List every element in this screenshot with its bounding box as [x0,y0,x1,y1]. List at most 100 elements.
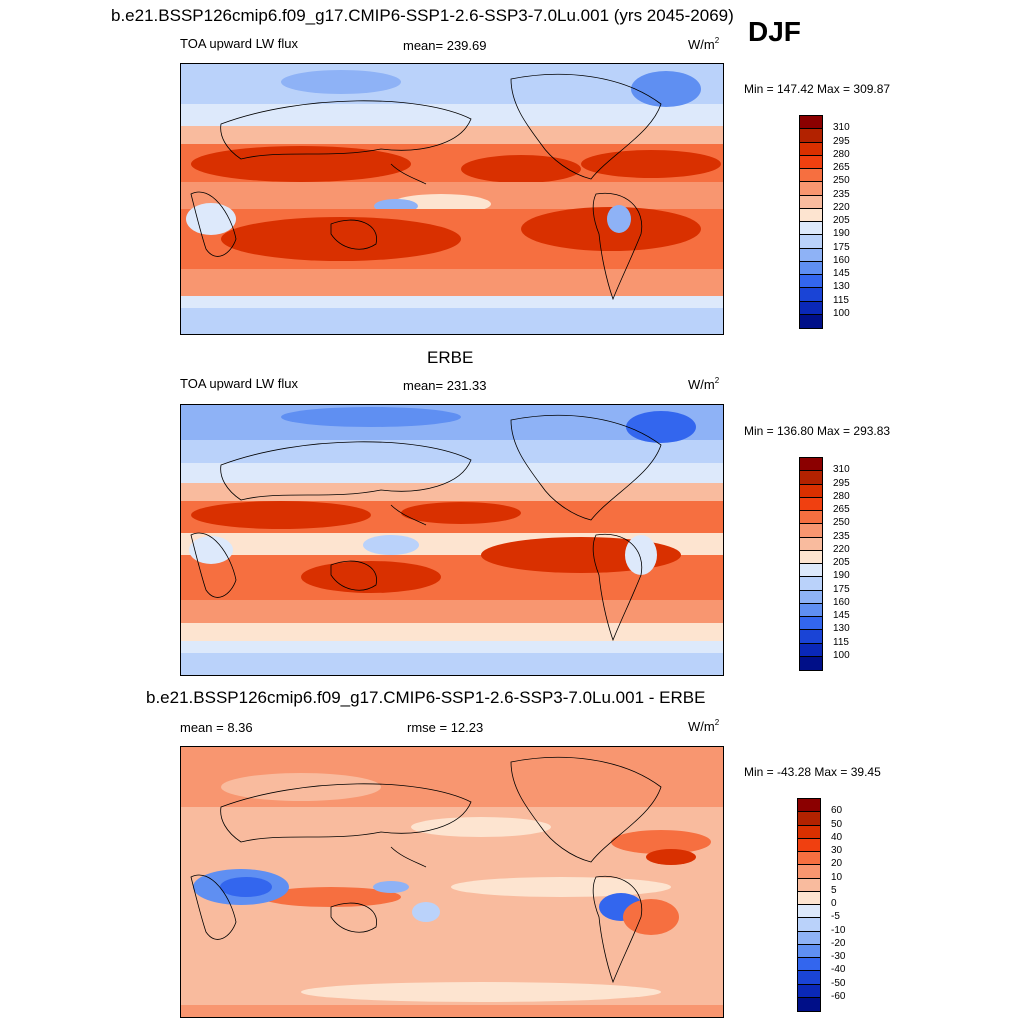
colorbar-tick-label: -50 [831,977,846,989]
colorbar-tick-label: -30 [831,951,846,962]
colorbar-box [798,852,820,866]
colorbar-tick-label: 115 [833,636,849,648]
main-title: b.e21.BSSP126cmip6.f09_g17.CMIP6-SSP1-2.… [111,6,734,25]
colorbar-tick-label: 20 [831,858,843,870]
colorbar-box [800,314,822,328]
colorbar-tick-label: -20 [831,937,846,949]
colorbar-tick-label: 130 [833,281,850,293]
colorbar-box [800,537,822,551]
panel1-units: W/m2 [688,36,720,52]
colorbar-box [800,288,822,302]
colorbar-box [798,865,820,879]
colorbar-box [800,195,822,209]
colorbar-box [800,458,822,472]
panel3-minmax: Min = -43.28 Max = 39.45 [744,765,881,779]
colorbar-box [798,944,820,958]
colorbar-box [800,524,822,538]
colorbar-tick-label: 190 [833,570,850,582]
colorbar-tick-label: 145 [833,610,850,621]
panel1-colorbar-ticks: 310 295 280 265 250 235 220 205 190 175 160 145 130 1… [833,115,873,329]
colorbar-box [800,248,822,262]
colorbar-tick-label: 30 [831,845,843,856]
colorbar-box [798,891,820,905]
panel2-minmax: Min = 136.80 Max = 293.83 [744,424,891,438]
colorbar-box [800,577,822,591]
panel1-variable-label: TOA upward LW flux [180,36,299,51]
colorbar-box [800,169,822,183]
colorbar-box [800,261,822,275]
colorbar-box [800,630,822,644]
panel3-map-svg [181,747,723,1017]
colorbar-box [798,984,820,998]
colorbar-tick-label: 10 [831,871,843,883]
colorbar-tick-label: 280 [833,490,850,502]
panel3-units: W/m2 [688,718,720,734]
colorbar-tick-label: 145 [833,268,850,279]
panel3-rmse-label: rmse = 12.23 [407,720,484,735]
colorbar-box [798,799,820,813]
colorbar-box [800,603,822,617]
panel2-map-svg [181,405,723,675]
colorbar-tick-label: 310 [833,122,850,134]
colorbar-box [800,155,822,169]
colorbar-box [800,471,822,485]
panel2-colorbar-ticks: 310 295 280 265 250 235 220 205 190 175 160 145 130 1… [833,457,873,671]
colorbar-tick-label: 220 [833,543,850,555]
colorbar-box [800,497,822,511]
colorbar-tick-label: 205 [833,215,850,226]
colorbar-tick-label: 100 [833,649,850,661]
panel1-map-svg [181,64,723,334]
colorbar-box [800,129,822,143]
colorbar-tick-label: -10 [831,924,846,936]
colorbar-box [800,222,822,236]
colorbar-box [798,931,820,945]
panel1-mean-label: mean= 239.69 [403,38,487,53]
colorbar-box [800,182,822,196]
colorbar-tick-label: 115 [833,294,849,306]
colorbar-tick-label: 250 [833,517,850,529]
colorbar-tick-label: 220 [833,201,850,213]
panel3-mean-label: mean = 8.36 [180,720,253,735]
colorbar-box [798,997,820,1011]
colorbar-box [798,971,820,985]
colorbar-box [798,958,820,972]
colorbar-box [800,484,822,498]
colorbar-tick-label: -5 [831,911,840,923]
panel2-mean-label: mean= 231.33 [403,378,487,393]
colorbar-tick-label: 130 [833,623,850,635]
colorbar-box [800,235,822,249]
colorbar-box [800,142,822,156]
colorbar-box [800,208,822,222]
colorbar-box [798,918,820,932]
colorbar-tick-label: 295 [833,477,850,489]
panel1-colorbar [799,115,823,329]
colorbar-tick-label: 50 [831,818,843,830]
colorbar-box [800,643,822,657]
colorbar-box [800,301,822,315]
colorbar-tick-label: 0 [831,898,837,909]
colorbar-tick-label: 265 [833,162,850,173]
colorbar-tick-label: 235 [833,188,850,200]
colorbar-tick-label: 100 [833,307,850,319]
panel3-colorbar [797,798,821,1012]
colorbar-box [798,812,820,826]
colorbar-tick-label: 235 [833,530,850,542]
colorbar-tick-label: -60 [831,990,846,1002]
colorbar-tick-label: 160 [833,596,850,608]
colorbar-tick-label: 175 [833,241,850,253]
panel2-units: W/m2 [688,376,720,392]
colorbar-box [800,617,822,631]
colorbar-tick-label: 205 [833,557,850,568]
colorbar-box [798,878,820,892]
panel2-title: ERBE [427,348,474,367]
colorbar-tick-label: 5 [831,884,837,896]
colorbar-tick-label: 310 [833,464,850,476]
colorbar-box [798,838,820,852]
colorbar-tick-label: -40 [831,964,846,976]
colorbar-box [798,905,820,919]
colorbar-box [800,656,822,670]
colorbar-tick-label: 160 [833,254,850,266]
colorbar-tick-label: 175 [833,583,850,595]
colorbar-tick-label: 190 [833,228,850,240]
panel3-map [180,746,724,1018]
